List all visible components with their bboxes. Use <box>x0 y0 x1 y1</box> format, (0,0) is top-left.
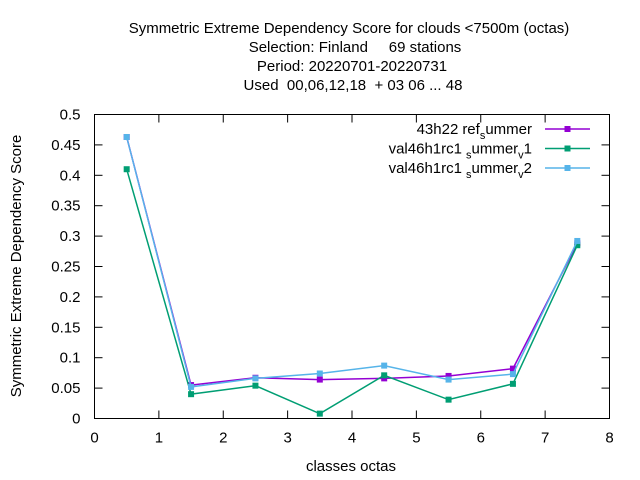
legend-label-part: s <box>466 150 472 162</box>
legend-label-part: ref <box>462 121 480 138</box>
series-2-point <box>188 391 195 398</box>
y-tick-label: 0.25 <box>51 259 80 276</box>
legend-entry-1: 43h22 refsummer <box>417 121 590 142</box>
series-2-point <box>509 380 516 387</box>
title-line-1: Symmetric Extreme Dependency Score for c… <box>129 20 570 37</box>
legend-label-part: 2 <box>524 160 532 177</box>
legend-label-part: s <box>466 169 472 181</box>
x-tick-labels: 0 1 2 3 4 5 6 7 8 <box>90 430 613 447</box>
legend-label-part: ummer <box>471 160 518 177</box>
series-3-point <box>123 133 130 140</box>
legend-label: val46h1rc1 summerv2 <box>389 160 532 181</box>
series-1-line <box>125 136 578 386</box>
x-tick-label: 2 <box>219 430 227 447</box>
y-tick-labels: 0 0.05 0.1 0.15 0.2 0.25 0.3 0.35 0.4 0.45 0.5 <box>51 107 80 428</box>
y-tick-label: 0.3 <box>60 228 81 245</box>
series-3-point <box>445 376 452 383</box>
legend-label-part: v <box>518 150 524 162</box>
x-tick-label: 7 <box>541 430 549 447</box>
y-tick-label: 0.4 <box>60 167 81 184</box>
y-tick-label: 0.2 <box>60 289 81 306</box>
y-tick-label: 0.45 <box>51 137 80 154</box>
x-tick-label: 8 <box>605 430 613 447</box>
plot-frame <box>94 114 610 419</box>
y-tick-label: 0.1 <box>60 350 81 367</box>
series-3 <box>123 133 581 390</box>
series-2-point <box>316 410 323 417</box>
series-1-point <box>316 376 323 383</box>
legend-label-part: ummer <box>471 141 518 158</box>
x-tick-label: 1 <box>155 430 163 447</box>
legend-label-part: v <box>518 169 524 181</box>
x-axis-label: classes octas <box>306 458 396 475</box>
x-tick-label: 5 <box>412 430 420 447</box>
chart-title: Symmetric Extreme Dependency Score for c… <box>129 20 570 94</box>
series-1-point <box>381 375 388 382</box>
y-tick-label: 0.35 <box>51 198 80 215</box>
series-3-point <box>509 371 516 378</box>
legend-swatch-marker <box>564 145 571 152</box>
title-line-2: Selection: Finland 69 stations <box>249 39 462 56</box>
series-3-point <box>574 237 581 244</box>
series-3-point <box>188 383 195 390</box>
legend-swatch-marker <box>564 165 571 171</box>
y-tick-label: 0.05 <box>51 380 80 397</box>
axis-ticks <box>94 114 610 419</box>
y-axis-label: Symmetric Extreme Dependency Score <box>8 135 25 398</box>
series-1-point <box>445 372 452 379</box>
legend-label-part: s <box>480 130 486 142</box>
legend-label-main: 43h22 <box>417 121 459 138</box>
series-layer <box>123 133 581 417</box>
series-2-point <box>381 372 388 379</box>
x-tick-label: 3 <box>283 430 291 447</box>
legend-label-part: ummer <box>485 121 532 138</box>
series-2 <box>123 166 581 417</box>
title-line-3: Period: 20220701-20220731 <box>257 58 447 75</box>
legend-swatch-marker <box>564 126 571 132</box>
legend-label-part: 1 <box>524 141 532 158</box>
x-tick-label: 4 <box>348 430 356 447</box>
y-tick-label: 0.15 <box>51 319 80 336</box>
legend-label: 43h22 refsummer <box>417 121 532 142</box>
x-tick-label: 0 <box>90 430 98 447</box>
series-3-point <box>381 362 388 369</box>
legend-entry-3: val46h1rc1 summerv2 <box>389 160 590 181</box>
series-2-point <box>252 382 259 389</box>
series-3-point <box>316 370 323 377</box>
legend-label-main: val46h1rc1 <box>389 141 462 158</box>
title-line-4: Used 00,06,12,18 + 03 06 ... 48 <box>244 77 463 94</box>
legend-entry-2: val46h1rc1 summerv1 <box>389 141 590 162</box>
series-2-point <box>445 396 452 403</box>
legend-label-main: val46h1rc1 <box>389 160 462 177</box>
series-1-point <box>509 365 516 372</box>
x-tick-label: 6 <box>477 430 485 447</box>
y-tick-label: 0.5 <box>60 107 81 124</box>
legend-label: val46h1rc1 summerv1 <box>389 141 532 162</box>
series-3-point <box>252 375 259 382</box>
y-tick-label: 0 <box>72 411 80 428</box>
series-2-point <box>574 242 581 249</box>
series-2-point <box>123 166 130 173</box>
series-2-line <box>125 169 578 415</box>
series-3-line <box>125 136 578 388</box>
